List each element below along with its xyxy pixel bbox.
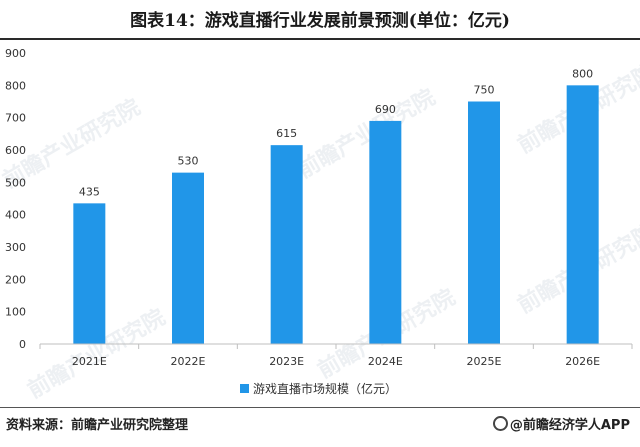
x-tick-label: 2025E — [467, 355, 502, 368]
x-tick-label: 2024E — [368, 355, 403, 368]
x-axis: 2021E 2022E 2023E 2024E 2025E 2026E — [39, 343, 633, 368]
data-label: 800 — [572, 67, 593, 80]
bar — [566, 85, 599, 345]
legend: 游戏直播市场规模（亿元） — [240, 381, 397, 396]
logo-icon — [492, 416, 508, 431]
x-tick-label: 2026E — [565, 355, 600, 368]
title-divider — [0, 38, 640, 40]
x-tick-label: 2021E — [72, 355, 107, 368]
y-tick-label: 0 — [19, 338, 26, 351]
data-label: 530 — [178, 155, 199, 168]
x-tick-label: 2023E — [269, 355, 304, 368]
bar — [369, 120, 402, 345]
bar — [270, 145, 303, 344]
footer-divider — [0, 407, 640, 408]
x-tick-label: 2022E — [171, 355, 206, 368]
y-tick-label: 600 — [5, 144, 26, 157]
bars: 435 530 615 690 750 800 — [73, 67, 599, 345]
data-label: 690 — [375, 103, 396, 116]
credit-text: @前瞻经济学人APP — [509, 418, 630, 433]
y-tick-label: 300 — [5, 241, 26, 254]
chart-title: 图表14：游戏直播行业发展前景预测(单位：亿元) — [130, 11, 510, 31]
y-tick-label: 200 — [5, 273, 26, 286]
bar — [73, 203, 106, 344]
y-tick-label: 100 — [5, 306, 26, 319]
legend-label: 游戏直播市场规模（亿元） — [253, 381, 397, 396]
source-note: 资料来源：前瞻产业研究院整理 — [6, 418, 189, 433]
bar — [468, 101, 500, 344]
data-label: 435 — [79, 185, 100, 198]
y-tick-label: 800 — [5, 79, 26, 92]
y-tick-label: 500 — [5, 176, 26, 189]
y-axis: 0 100 200 300 400 500 600 700 800 900 — [5, 47, 26, 351]
legend-swatch — [240, 384, 249, 393]
y-tick-label: 900 — [5, 47, 26, 60]
watermark-text: 前瞻产业研究院 — [293, 84, 439, 184]
y-tick-label: 400 — [5, 209, 26, 222]
y-tick-label: 700 — [5, 112, 26, 125]
bar-chart: 前瞻产业研究院前瞻产业研究院前瞻产业研究院前瞻产业研究院前瞻产业研究院前瞻产业研… — [0, 47, 640, 404]
data-label: 615 — [276, 127, 297, 140]
data-label: 750 — [474, 84, 495, 97]
credit-note: @前瞻经济学人APP — [492, 414, 630, 433]
bar — [172, 172, 204, 344]
